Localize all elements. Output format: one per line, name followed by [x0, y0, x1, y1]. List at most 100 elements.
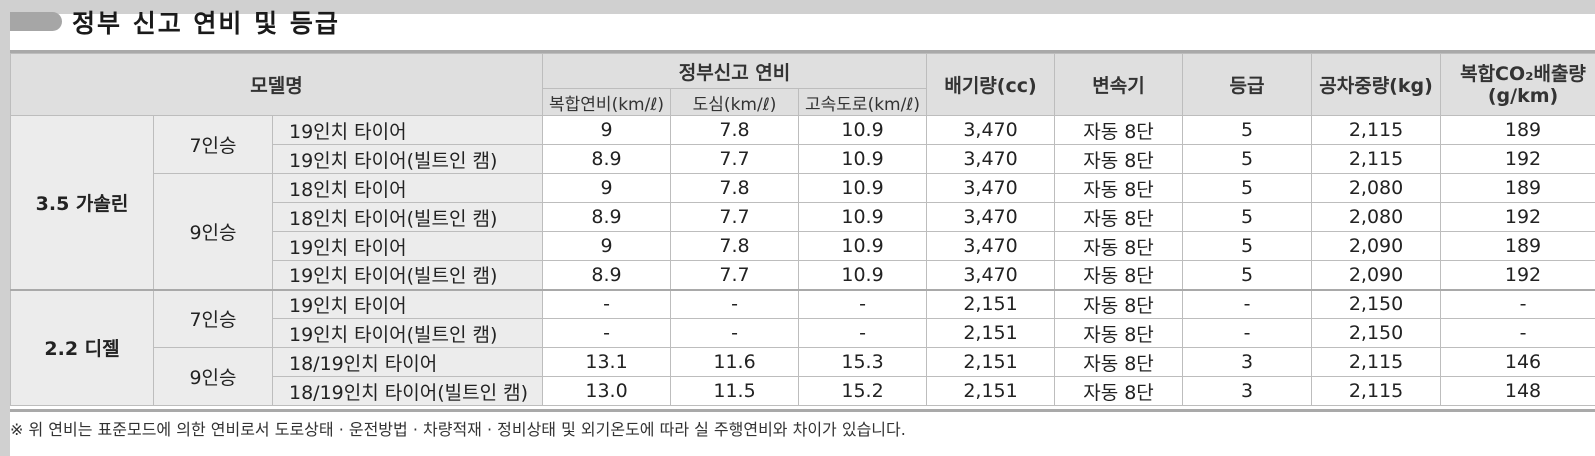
combined-cell: -: [542, 288, 672, 319]
weight-cell: 2,115: [1311, 347, 1442, 377]
displacement-cell: 3,470: [926, 202, 1056, 232]
co2-cell: 189: [1440, 231, 1595, 261]
displacement-cell: 2,151: [926, 318, 1056, 348]
weight-cell: 2,080: [1311, 173, 1442, 203]
displacement-cell: 3,470: [926, 173, 1056, 203]
highway-cell: 10.9: [798, 115, 928, 145]
grade-cell: 3: [1182, 347, 1313, 377]
table-row: 3.5 가솔린 7인승 19인치 타이어 9 7.8 10.9 3,470 자동 8단 5 2,1…: [10, 115, 1595, 290]
displacement-cell: 2,151: [926, 288, 1056, 319]
grade-cell: -: [1182, 318, 1313, 348]
trim-cell: 19인치 타이어: [271, 231, 544, 261]
co2-cell: 148: [1440, 376, 1595, 406]
header-transmission: 변속기: [1054, 53, 1184, 116]
co2-cell: 192: [1440, 144, 1595, 174]
weight-cell: 2,115: [1311, 144, 1442, 174]
header-combined: 복합연비(km/ℓ): [542, 88, 672, 116]
combined-cell: -: [542, 318, 672, 348]
table-row: 19인치 타이어(빌트인 캠) - - -2,151 자동 8단 -2,150-: [11, 318, 1595, 348]
city-cell: 7.7: [670, 260, 800, 290]
transmission-cell: 자동 8단: [1054, 144, 1184, 174]
combined-cell: 9: [542, 173, 672, 203]
weight-cell: 2,115: [1311, 115, 1442, 145]
transmission-cell: 자동 8단: [1054, 173, 1184, 203]
highway-cell: 10.9: [798, 202, 928, 232]
combined-cell: 8.9: [542, 144, 672, 174]
trim-cell: 18/19인치 타이어: [271, 347, 544, 377]
grade-cell: 5: [1182, 115, 1313, 145]
seats-cell: 7인승: [153, 115, 273, 174]
table-row: 9인승 18인치 타이어 9 7.8 10.9 3,470 자동 8단 5 2,080 189: [11, 173, 1595, 290]
transmission-cell: 자동 8단: [1054, 260, 1184, 290]
city-cell: 7.8: [670, 115, 800, 145]
header-highway: 고속도로(km/ℓ): [798, 88, 928, 116]
transmission-cell: 자동 8단: [1054, 288, 1184, 319]
transmission-cell: 자동 8단: [1054, 115, 1184, 145]
city-cell: 11.6: [670, 347, 800, 377]
seats-cell: 9인승: [153, 173, 273, 290]
table-row: 19인치 타이어(빌트인 캠) 8.9 7.7 10.9 3,470 자동 8단 5 2,11…: [11, 144, 1595, 174]
weight-cell: 2,150: [1311, 318, 1442, 348]
section-marker: [10, 12, 62, 31]
table-row: 9인승 18/19인치 타이어 13.1 11.6 15.3 2,151 자동 8단 3 2,1…: [11, 347, 1595, 406]
header-city: 도심(km/ℓ): [670, 88, 800, 116]
grade-cell: 5: [1182, 231, 1313, 261]
fuel-economy-table: 모델명 정부신고 연비 배기량(cc) 변속기 등급 공차중량(kg) 복합CO…: [10, 53, 1595, 406]
co2-cell: 189: [1440, 115, 1595, 145]
header-fuel-economy: 정부신고 연비: [542, 53, 928, 89]
header-co2-line2: (g/km): [1487, 84, 1559, 107]
table-row: 18/19인치 타이어(빌트인 캠) 13.0 11.5 15.2 2,151 자동 8단…: [11, 376, 1595, 406]
grade-cell: 5: [1182, 173, 1313, 203]
highway-cell: 15.2: [798, 376, 928, 406]
grade-cell: 3: [1182, 376, 1313, 406]
transmission-cell: 자동 8단: [1054, 202, 1184, 232]
highway-cell: 10.9: [798, 173, 928, 203]
combined-cell: 8.9: [542, 260, 672, 290]
engine-cell: 2.2 디젤: [10, 288, 154, 406]
trim-cell: 18인치 타이어: [271, 173, 544, 203]
header-co2: 복합CO₂배출량 (g/km): [1440, 53, 1595, 116]
transmission-cell: 자동 8단: [1054, 318, 1184, 348]
trim-cell: 19인치 타이어(빌트인 캠): [271, 144, 544, 174]
highway-cell: 10.9: [798, 231, 928, 261]
header-co2-line1: 복합CO₂배출량: [1460, 62, 1586, 85]
trim-cell: 18인치 타이어(빌트인 캠): [271, 202, 544, 232]
engine-cell: 3.5 가솔린: [10, 115, 154, 290]
highway-cell: -: [798, 288, 928, 319]
co2-cell: 192: [1440, 202, 1595, 232]
table-row: 19인치 타이어 9 7.8 10.9 3,470 자동 8단 5 2,090 189: [11, 231, 1595, 261]
table-row: 2.2 디젤 7인승 19인치 타이어 - - -2,151 자동 8단 -2,150-: [10, 288, 1595, 406]
co2-cell: 189: [1440, 173, 1595, 203]
city-cell: 11.5: [670, 376, 800, 406]
highway-cell: 10.9: [798, 260, 928, 290]
trim-cell: 19인치 타이어: [271, 115, 544, 145]
city-cell: 7.8: [670, 231, 800, 261]
transmission-cell: 자동 8단: [1054, 376, 1184, 406]
header-model: 모델명: [10, 53, 544, 116]
weight-cell: 2,080: [1311, 202, 1442, 232]
header-grade: 등급: [1182, 53, 1313, 116]
city-cell: 7.7: [670, 202, 800, 232]
highway-cell: 10.9: [798, 144, 928, 174]
co2-cell: -: [1440, 288, 1595, 319]
grade-cell: -: [1182, 288, 1313, 319]
transmission-cell: 자동 8단: [1054, 347, 1184, 377]
header-curb-weight: 공차중량(kg): [1311, 53, 1442, 116]
transmission-cell: 자동 8단: [1054, 231, 1184, 261]
trim-cell: 19인치 타이어(빌트인 캠): [271, 260, 544, 290]
displacement-cell: 2,151: [926, 347, 1056, 377]
footnote: ※ 위 연비는 표준모드에 의한 연비로서 도로상태 · 운전방법 · 차량적재…: [10, 420, 906, 439]
seats-cell: 7인승: [153, 288, 273, 348]
co2-cell: -: [1440, 318, 1595, 348]
co2-cell: 146: [1440, 347, 1595, 377]
weight-cell: 2,090: [1311, 260, 1442, 290]
grade-cell: 5: [1182, 260, 1313, 290]
section-title: 정부 신고 연비 및 등급: [72, 9, 340, 38]
combined-cell: 13.1: [542, 347, 672, 377]
trim-cell: 19인치 타이어(빌트인 캠): [271, 318, 544, 348]
trim-cell: 18/19인치 타이어(빌트인 캠): [271, 376, 544, 406]
table-body: 3.5 가솔린 7인승 19인치 타이어 9 7.8 10.9 3,470 자동 8단 5 2,1…: [10, 115, 1595, 406]
grade-cell: 5: [1182, 202, 1313, 232]
displacement-cell: 3,470: [926, 115, 1056, 145]
table-row: 18인치 타이어(빌트인 캠) 8.9 7.7 10.9 3,470 자동 8단 5 2,08…: [11, 202, 1595, 232]
